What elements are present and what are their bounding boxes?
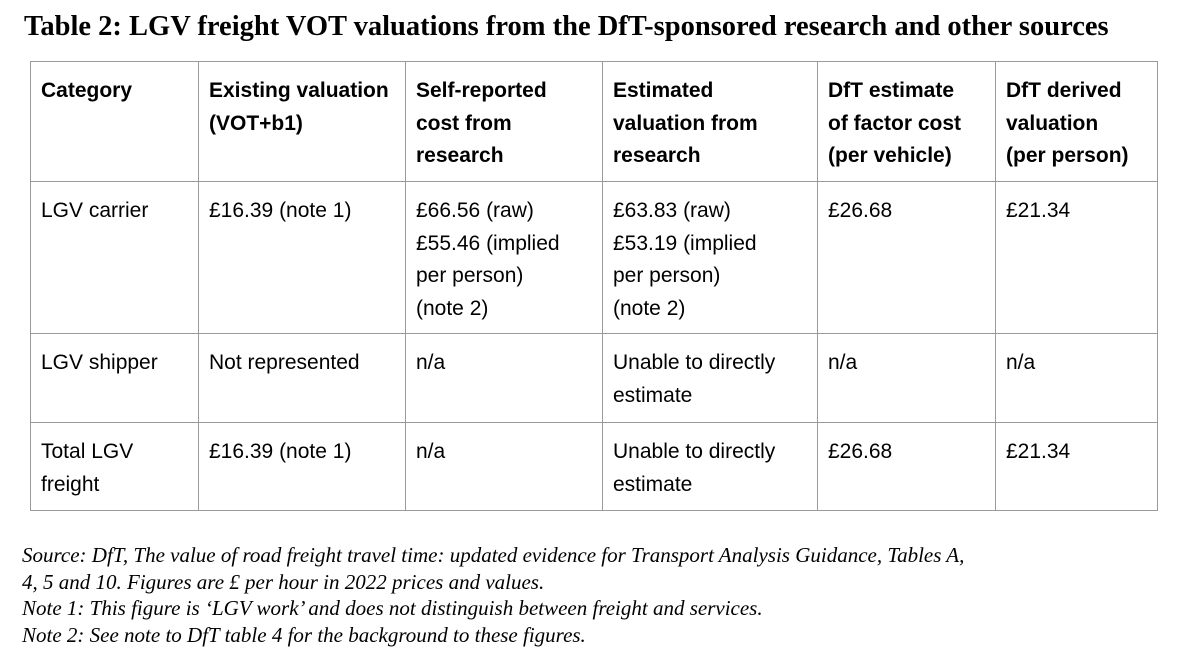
table-cell: Total LGV freight (30, 422, 199, 511)
note-1: Note 1: This figure is ‘LGV work’ and do… (22, 596, 763, 620)
table-cell: n/a (817, 333, 996, 423)
table-header-row: Category Existing valuation (VOT+b1) Sel… (30, 61, 1158, 182)
table-title: Table 2: LGV freight VOT valuations from… (24, 11, 1109, 42)
table-cell: £21.34 (995, 181, 1158, 334)
source-notes: Source: DfT, The value of road freight t… (22, 542, 1182, 648)
valuations-table: Category Existing valuation (VOT+b1) Sel… (30, 61, 1158, 511)
table-cell: LGV shipper (30, 333, 199, 423)
header-existing-valuation: Existing valuation (VOT+b1) (198, 61, 406, 182)
table-cell: Unable to directly estimate (602, 333, 818, 423)
table-cell: £63.83 (raw) £53.19 (implied per person)… (602, 181, 818, 334)
table-cell: £16.39 (note 1) (198, 422, 406, 511)
table-cell: Not represented (198, 333, 406, 423)
table-cell: £26.68 (817, 422, 996, 511)
table-cell: £26.68 (817, 181, 996, 334)
note-2: Note 2: See note to DfT table 4 for the … (22, 622, 586, 647)
header-estimated-valuation: Estimated valuation from research (602, 61, 818, 182)
table-cell: LGV carrier (30, 181, 199, 334)
table-row: Total LGV freight £16.39 (note 1) n/a Un… (30, 422, 1158, 511)
source-line: 4, 5 and 10. Figures are £ per hour in 2… (22, 569, 545, 594)
table-cell: £66.56 (raw) £55.46 (implied per person)… (405, 181, 603, 334)
table-row: LGV shipper Not represented n/a Unable t… (30, 333, 1158, 423)
table-cell: Unable to directly estimate (602, 422, 818, 511)
table-cell: n/a (405, 422, 603, 511)
table-row: LGV carrier £16.39 (note 1) £66.56 (raw)… (30, 181, 1158, 334)
header-dft-derived-valuation: DfT derived valuation (per person) (995, 61, 1158, 182)
header-self-reported-cost: Self-reported cost from research (405, 61, 603, 182)
header-dft-factor-cost: DfT estimate of factor cost (per vehicle… (817, 61, 996, 182)
table-cell: n/a (995, 333, 1158, 423)
header-category: Category (30, 61, 199, 182)
table-cell: £21.34 (995, 422, 1158, 511)
table-cell: n/a (405, 333, 603, 423)
table-cell: £16.39 (note 1) (198, 181, 406, 334)
source-line: Source: DfT, The value of road freight t… (22, 543, 965, 567)
